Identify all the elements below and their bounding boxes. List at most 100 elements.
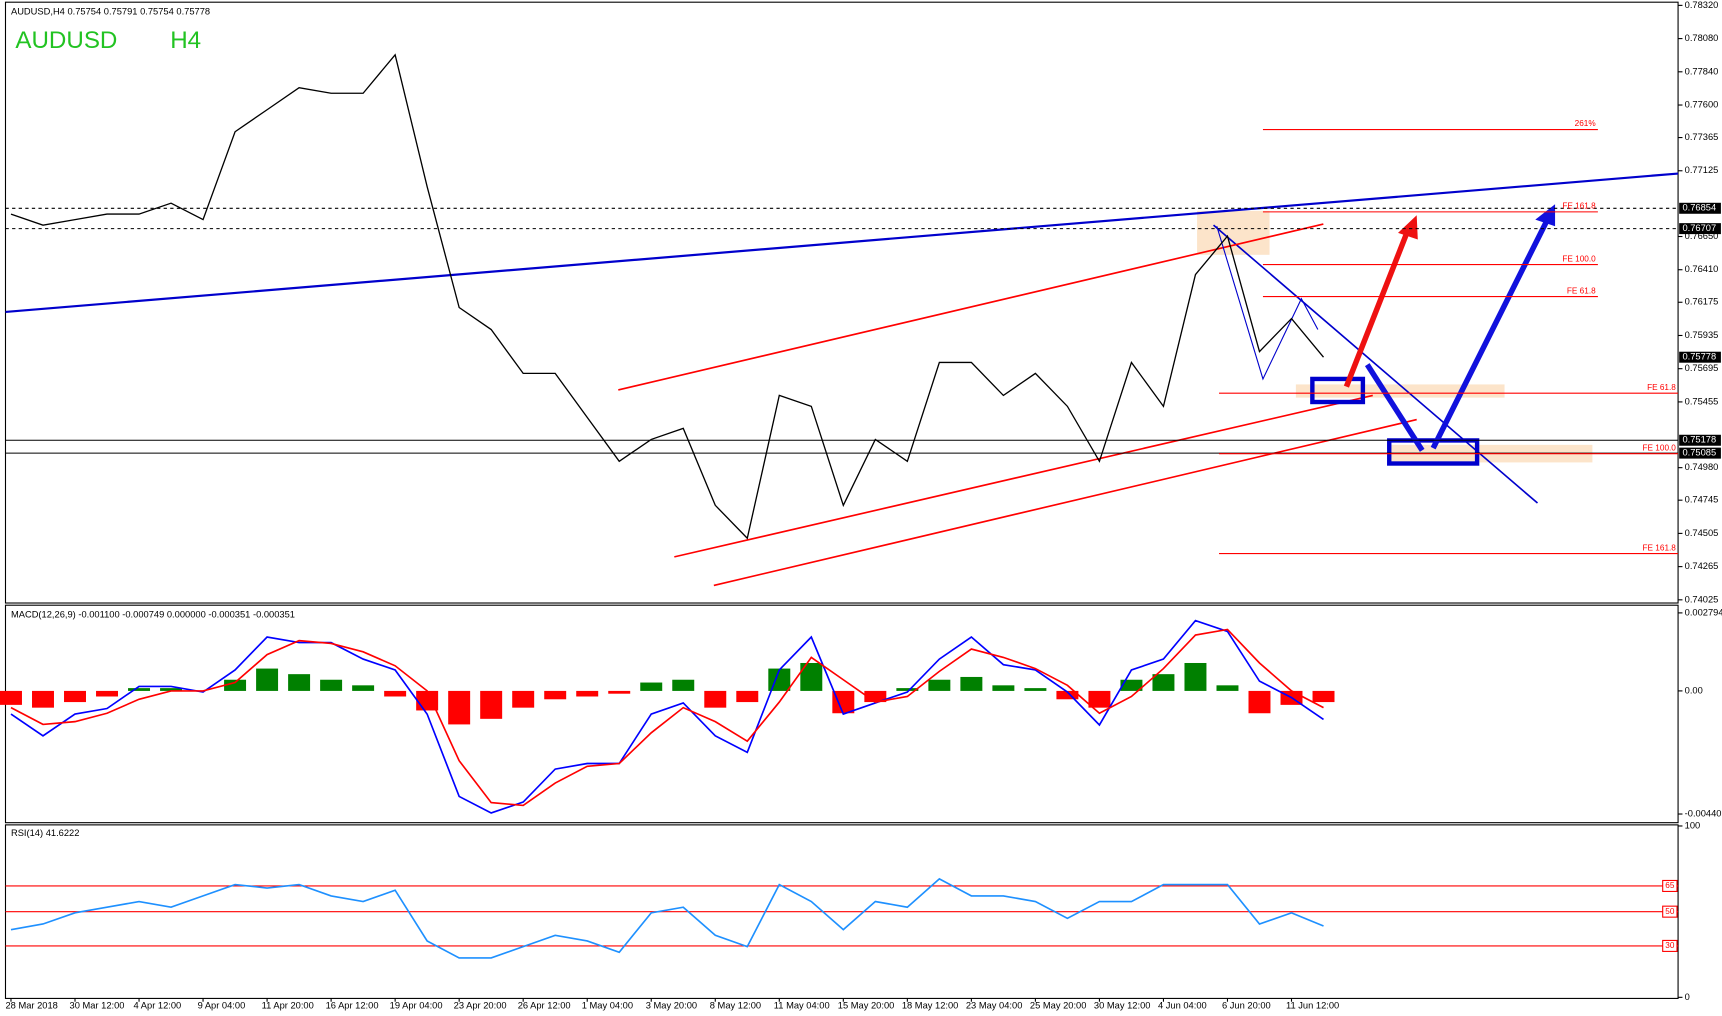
- histogram-bar: [480, 690, 503, 719]
- histogram-bar: [928, 679, 951, 691]
- histogram-bar: [384, 690, 407, 697]
- macd-header: MACD(12,26,9) -0.001100 -0.000749 0.0000…: [11, 610, 295, 620]
- fibo-label: FE 61.8: [1647, 383, 1676, 392]
- histogram-bar: [960, 676, 983, 691]
- histogram-bar: [128, 688, 151, 691]
- y-tick-label: 0.002794: [1685, 607, 1722, 617]
- histogram-bar: [1184, 662, 1207, 691]
- histogram-bar: [512, 690, 535, 708]
- histogram-bar: [736, 690, 759, 703]
- histogram-bar: [672, 679, 695, 691]
- x-tick-label: 28 Mar 2018: [5, 1001, 57, 1011]
- y-tick-label: 0.77125: [1685, 165, 1719, 175]
- pattern: [1216, 226, 1319, 381]
- y-tick-label: 0.75455: [1685, 396, 1719, 406]
- level-label-box: [1662, 879, 1678, 892]
- last-price-box: [1679, 351, 1721, 363]
- fibo-label: 261%: [1575, 119, 1597, 128]
- timeframe: H4: [170, 27, 201, 54]
- series-line: [10, 877, 1324, 959]
- series-line: [10, 53, 1325, 540]
- y-tick-label: 0.74025: [1685, 594, 1719, 604]
- histogram-bar: [256, 668, 279, 691]
- histogram-bar: [1248, 690, 1271, 714]
- y-tick-label: 0: [1685, 992, 1690, 1002]
- y-tick-label: 0.75935: [1685, 330, 1719, 340]
- fibo-label: FE 161.8: [1562, 202, 1596, 211]
- price-frame: [4, 1, 1679, 604]
- y-tick-label: 100: [1685, 820, 1701, 830]
- histogram-bar: [800, 662, 823, 691]
- x-tick-label: 19 Apr 04:00: [390, 1001, 443, 1011]
- arrow-head: [1398, 215, 1418, 240]
- histogram-bar: [864, 690, 887, 703]
- target-box: [1310, 376, 1366, 405]
- histogram-bar: [992, 685, 1015, 691]
- x-tick-label: 30 May 12:00: [1094, 1001, 1151, 1011]
- histogram-bar: [1024, 688, 1047, 691]
- zone: [1295, 384, 1505, 398]
- arrow-head: [1535, 204, 1556, 227]
- histogram-bar: [352, 685, 375, 691]
- x-tick-label: 18 May 12:00: [902, 1001, 959, 1011]
- arrow: [1343, 226, 1412, 388]
- histogram-bar: [1152, 674, 1175, 691]
- histogram-bar: [832, 690, 855, 714]
- drawings: [5, 172, 1679, 587]
- x-tick-label: 8 May 12:00: [710, 1001, 761, 1011]
- y-tick-label: 0.74265: [1685, 561, 1719, 571]
- channel-line: [674, 394, 1373, 558]
- channel-line: [618, 223, 1324, 391]
- x-tick-label: 16 Apr 12:00: [326, 1001, 379, 1011]
- histogram-bar: [576, 690, 599, 697]
- histogram-bar: [288, 674, 311, 691]
- histogram-bar: [1120, 679, 1143, 691]
- series-line: [10, 619, 1324, 814]
- level-label: 30: [1665, 941, 1675, 950]
- x-tick-label: 30 Mar 12:00: [70, 1001, 125, 1011]
- rsi-header: RSI(14) 41.6222: [11, 828, 79, 838]
- level-label-box: [1662, 905, 1678, 918]
- level-label-box: [1679, 223, 1721, 235]
- x-tick-label: 1 May 04:00: [582, 1001, 633, 1011]
- histogram-bar: [1216, 685, 1239, 691]
- level-label-box: [1679, 202, 1721, 214]
- level-label-box: [1679, 447, 1721, 459]
- y-tick-label: 0.74980: [1685, 462, 1719, 472]
- fibo-label: FE 100.0: [1643, 443, 1677, 452]
- last-price-label: 0.75778: [1682, 352, 1716, 362]
- x-tick-label: 4 Jun 04:00: [1158, 1001, 1207, 1011]
- trend-line: [5, 172, 1679, 314]
- level-label: 0.75085: [1682, 448, 1716, 458]
- histogram-bar: [96, 690, 119, 697]
- x-tick-label: 9 Apr 04:00: [198, 1001, 246, 1011]
- histogram-bar: [224, 679, 247, 691]
- x-tick-label: 15 May 20:00: [838, 1001, 895, 1011]
- symbol: AUDUSD: [15, 27, 117, 54]
- x-tick-label: 3 May 20:00: [646, 1001, 697, 1011]
- histogram-bar: [32, 690, 54, 708]
- histogram-bar: [160, 688, 183, 691]
- level-label: 0.75178: [1682, 435, 1716, 445]
- y-tick-label: 0.76650: [1685, 231, 1719, 241]
- fibo-label: FE 100.0: [1562, 254, 1596, 263]
- price-header: AUDUSD,H4 0.75754 0.75791 0.75754 0.7577…: [11, 7, 210, 17]
- histogram-bar: [64, 690, 86, 703]
- y-tick-label: 0.76410: [1685, 264, 1719, 274]
- histogram-bar: [544, 690, 567, 700]
- histogram-bar: [704, 690, 727, 708]
- zone: [1197, 210, 1270, 255]
- histogram-bar: [320, 679, 343, 691]
- x-tick-label: 23 May 04:00: [966, 1001, 1023, 1011]
- y-tick-label: 0.00: [1685, 685, 1703, 695]
- x-tick-label: 11 Apr 20:00: [262, 1001, 314, 1011]
- y-tick-label: -0.004409: [1685, 808, 1722, 818]
- x-tick-label: 11 May 04:00: [774, 1001, 830, 1011]
- channel-line: [713, 418, 1417, 587]
- y-tick-label: 0.77365: [1685, 132, 1719, 142]
- macd-frame: [4, 604, 1679, 824]
- level-label: 65: [1665, 881, 1675, 890]
- arrow: [1364, 363, 1425, 452]
